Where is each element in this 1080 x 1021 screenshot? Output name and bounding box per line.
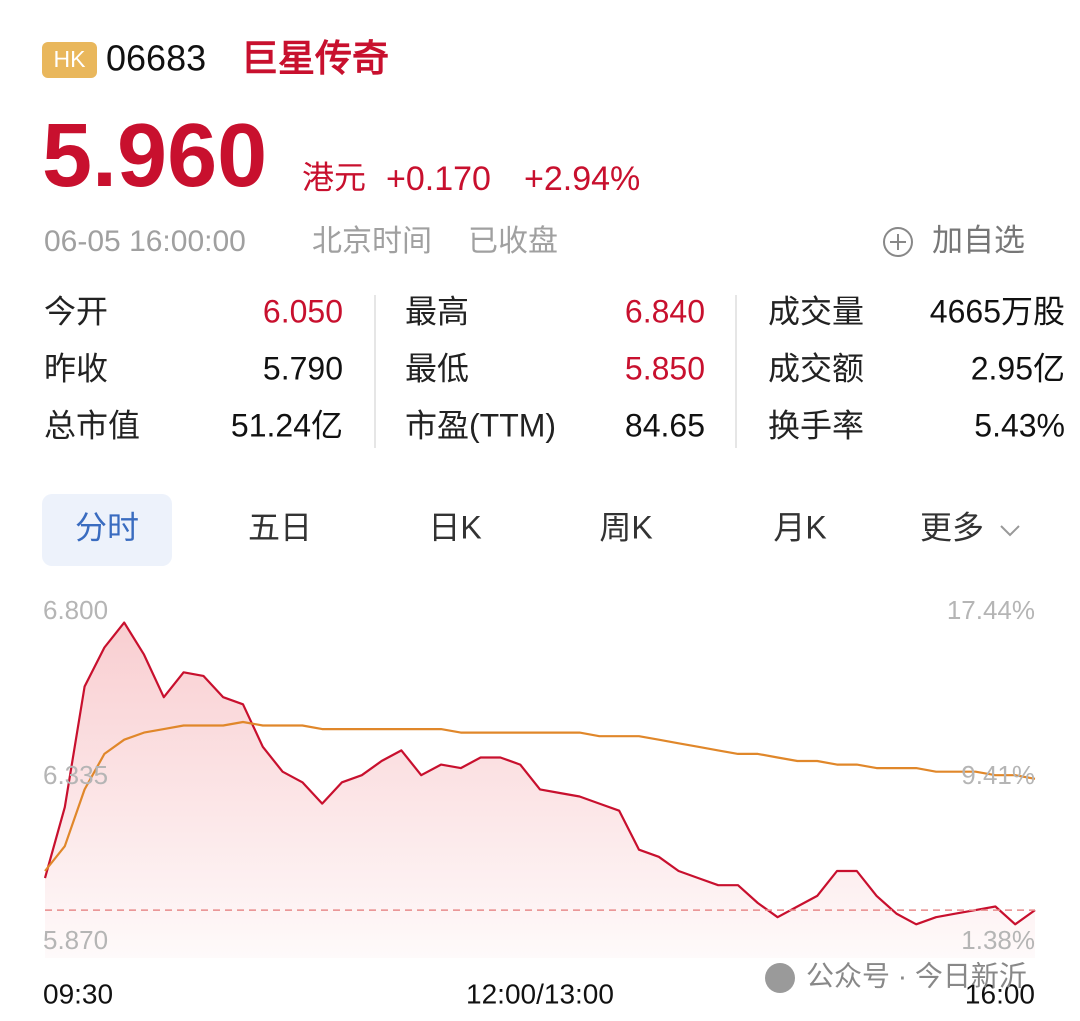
price: 5.960 xyxy=(42,106,267,206)
stat-value: 51.24亿 xyxy=(231,407,343,443)
datetime: 06-05 16:00:00 xyxy=(44,225,246,258)
tab[interactable]: 更多 xyxy=(920,509,984,545)
average-line xyxy=(44,720,1036,872)
stat-label: 最低 xyxy=(405,350,469,386)
tabs: 分时 五日 日K 周K 月K 更多 xyxy=(75,509,984,545)
price-line xyxy=(43,621,1036,926)
timezone: 北京时间 xyxy=(312,225,432,258)
watchlist-button[interactable]: 加自选 xyxy=(883,223,1025,258)
tab-highlight xyxy=(42,494,172,566)
plus-icon xyxy=(890,234,906,250)
stat-value: 4665万股 xyxy=(930,293,1065,329)
watchlist-label: 加自选 xyxy=(932,223,1025,258)
stat-value: 5.850 xyxy=(625,350,705,386)
watermark-text: 公众号 · 今日新沂 xyxy=(806,960,1027,991)
stat-label: 成交量 xyxy=(768,293,864,329)
x-tick-label: 09:30 xyxy=(43,978,113,1009)
stat-label: 成交额 xyxy=(768,350,864,386)
y-tick-label: 6.800 xyxy=(43,595,108,625)
chevron xyxy=(1000,525,1020,537)
watermark: 公众号 · 今日新沂 xyxy=(765,960,1027,993)
market: HK xyxy=(54,46,87,72)
y-tick-label: 5.870 xyxy=(43,925,108,955)
intraday-chart: 6.800 6.335 5.870 17.44% 9.41% 1.38% 09:30 12:0… xyxy=(43,595,1036,1009)
x-tick-label: 16:00 xyxy=(965,978,1035,1009)
y2-tick-label: 9.41% xyxy=(961,760,1035,790)
tab[interactable]: 五日 xyxy=(248,509,312,545)
stat-value: 6.050 xyxy=(263,293,343,329)
tab[interactable]: 分时 xyxy=(75,509,139,545)
stat-value: 2.95亿 xyxy=(971,350,1065,386)
stat-label: 最高 xyxy=(405,293,469,329)
tab[interactable]: 日K xyxy=(428,509,481,545)
stat-label: 换手率 xyxy=(768,407,864,443)
y-tick-label: 6.335 xyxy=(43,760,108,790)
stat-label: 今开 xyxy=(44,293,108,329)
y2-tick-label: 1.38% xyxy=(961,925,1035,955)
market-badge xyxy=(42,42,97,78)
stat-value: 6.840 xyxy=(625,293,705,329)
plus-icon xyxy=(883,227,913,257)
stat-value: 84.65 xyxy=(625,407,705,443)
currency: 港元 xyxy=(302,159,366,195)
tab[interactable]: 周K xyxy=(599,509,652,545)
stat-label: 昨收 xyxy=(44,350,108,386)
stat-value: 5.43% xyxy=(974,407,1065,443)
wechat-icon xyxy=(765,963,795,993)
change: +0.170 xyxy=(386,160,491,198)
market-state: 已收盘 xyxy=(468,225,558,258)
stat-label: 市盈(TTM) xyxy=(405,407,556,443)
stock-name: 巨星传奇 xyxy=(241,38,389,79)
stat-label: 总市值 xyxy=(44,407,140,443)
change-pct: +2.94% xyxy=(524,160,640,198)
stock-code: 06683 xyxy=(106,38,206,79)
x-tick-label: 12:00/13:00 xyxy=(466,978,614,1009)
stat-value: 5.790 xyxy=(263,350,343,386)
y2-tick-label: 17.44% xyxy=(947,595,1035,625)
tab[interactable]: 月K xyxy=(773,509,826,545)
